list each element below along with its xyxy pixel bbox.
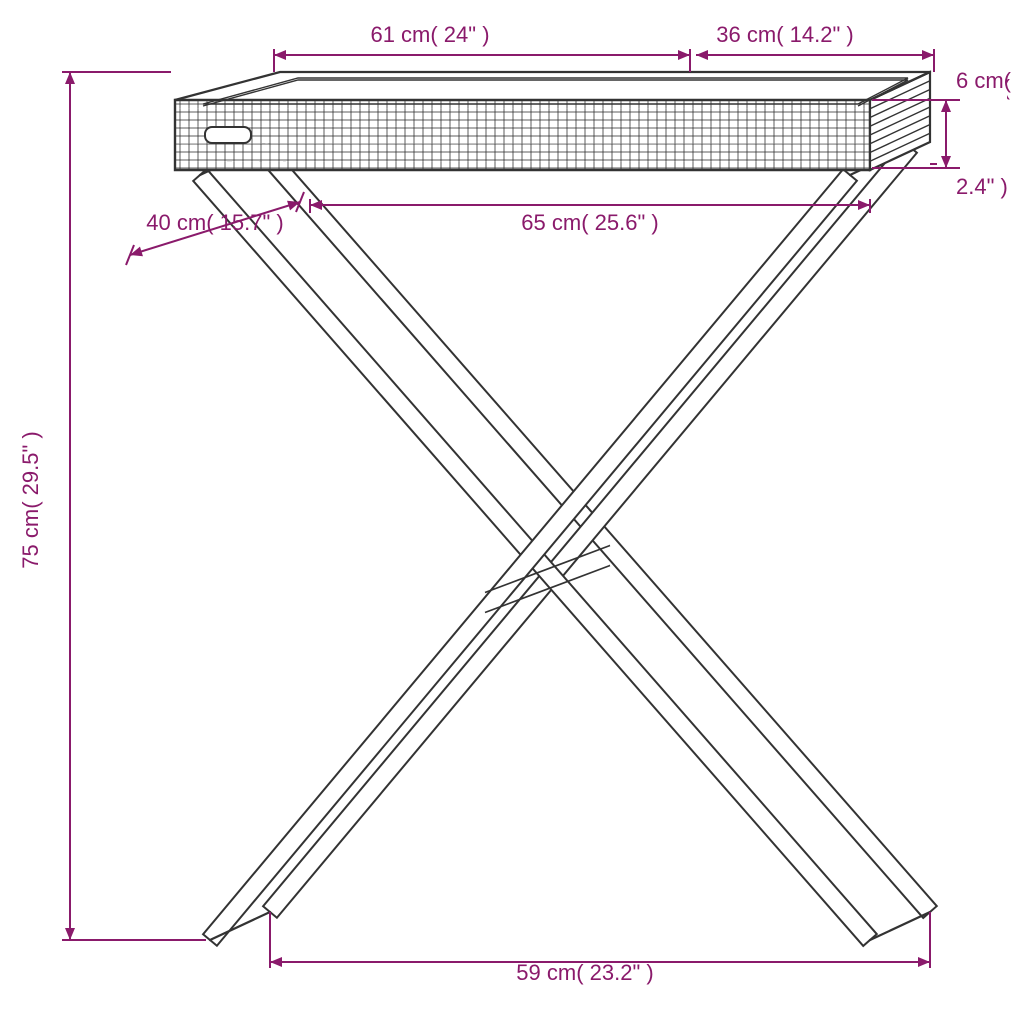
dim-leg-depth: 40 cm( 15.7" ) [146, 210, 283, 235]
dim-leg-bottom-span: 59 cm( 23.2" ) [516, 960, 653, 985]
dim-full-height: 75 cm( 29.5" ) [18, 431, 43, 568]
dim-tray-inner-width: 61 cm( 24" ) [370, 22, 489, 47]
dim-leg-top-span: 65 cm( 25.6" ) [521, 210, 658, 235]
dim-tray-height-line1: 6 cm( [956, 68, 1012, 93]
dim-tray-height-line2: 2.4" ) [956, 174, 1008, 199]
dim-tray-depth: 36 cm( 14.2" ) [716, 22, 853, 47]
